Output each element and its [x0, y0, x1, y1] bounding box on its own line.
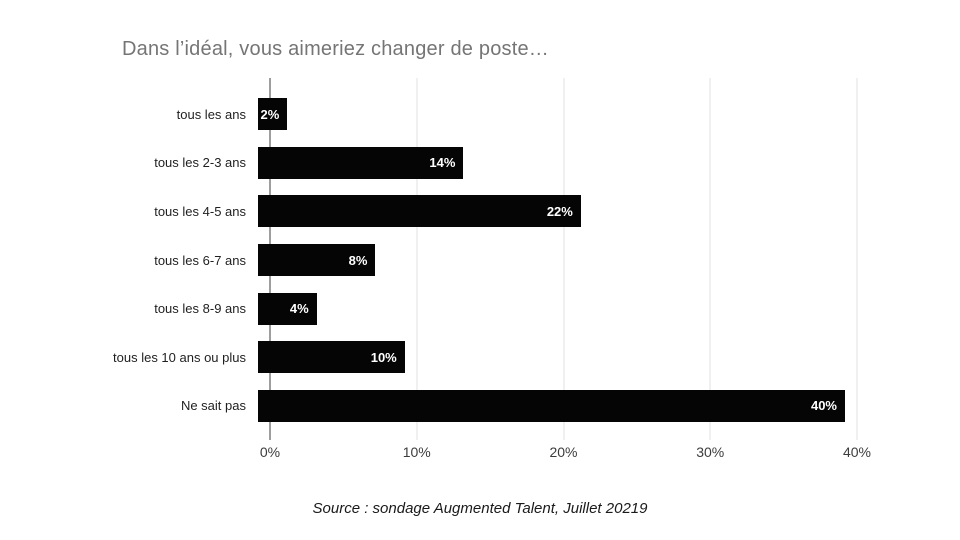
x-tick-label: 0% — [259, 444, 281, 460]
category-label: tous les 6-7 ans — [154, 252, 246, 268]
bar-row: tous les 6-7 ans 8% — [12, 236, 857, 285]
chart-title: Dans l’idéal, vous aimeriez changer de p… — [122, 38, 549, 60]
bar-track: 22% — [258, 195, 845, 228]
category-label: tous les 8-9 ans — [154, 301, 246, 317]
category-label: tous les 10 ans ou plus — [113, 349, 246, 365]
bar: 4% — [258, 292, 317, 325]
value-label: 4% — [289, 301, 309, 317]
bar-row: tous les 4-5 ans 22% — [12, 187, 857, 236]
bar: 2% — [258, 98, 288, 131]
x-tick-label: 40% — [842, 444, 872, 460]
gridline — [563, 78, 564, 440]
bar-row: tous les 10 ans ou plus 10% — [12, 333, 857, 382]
category-label: Ne sait pas — [180, 398, 246, 414]
bar-track: 14% — [258, 146, 845, 179]
value-label: 10% — [370, 349, 397, 365]
bar-track: 8% — [258, 244, 845, 277]
category-label: tous les 2-3 ans — [154, 155, 246, 171]
bar-row: Ne sait pas 40% — [12, 382, 857, 431]
value-label: 40% — [810, 398, 837, 414]
source-caption: Source : sondage Augmented Talent, Juill… — [312, 500, 648, 517]
bar-track: 40% — [258, 389, 845, 422]
category-label: tous les ans — [176, 106, 246, 122]
value-label: 14% — [429, 155, 456, 171]
gridline — [856, 78, 858, 440]
value-label: 8% — [348, 252, 368, 268]
x-tick-label: 30% — [696, 444, 725, 460]
category-label: tous les 4-5 ans — [154, 203, 246, 219]
bar-track: 10% — [258, 341, 845, 374]
bar-track: 2% — [258, 98, 845, 131]
x-tick-label: 20% — [549, 444, 578, 460]
gridline — [709, 78, 711, 440]
bar-track: 4% — [258, 292, 845, 325]
value-label: 2% — [260, 106, 280, 122]
bar-row: tous les 8-9 ans 4% — [12, 284, 857, 333]
bar-row: tous les ans 2% — [12, 90, 857, 139]
value-label: 22% — [546, 203, 573, 219]
bar: 8% — [258, 244, 376, 277]
bar-row: tous les 2-3 ans 14% — [12, 139, 857, 188]
bar-rows: tous les ans 2% tous les 2-3 ans 14% tous le… — [12, 90, 857, 430]
x-tick-label: 10% — [402, 444, 431, 460]
bar: 22% — [258, 195, 581, 228]
bar: 40% — [258, 389, 845, 422]
bar: 10% — [258, 341, 405, 374]
bar: 14% — [258, 146, 464, 179]
x-axis-labels: 0% 10% 20% 30% 40% — [260, 444, 871, 464]
gridline — [416, 78, 418, 440]
